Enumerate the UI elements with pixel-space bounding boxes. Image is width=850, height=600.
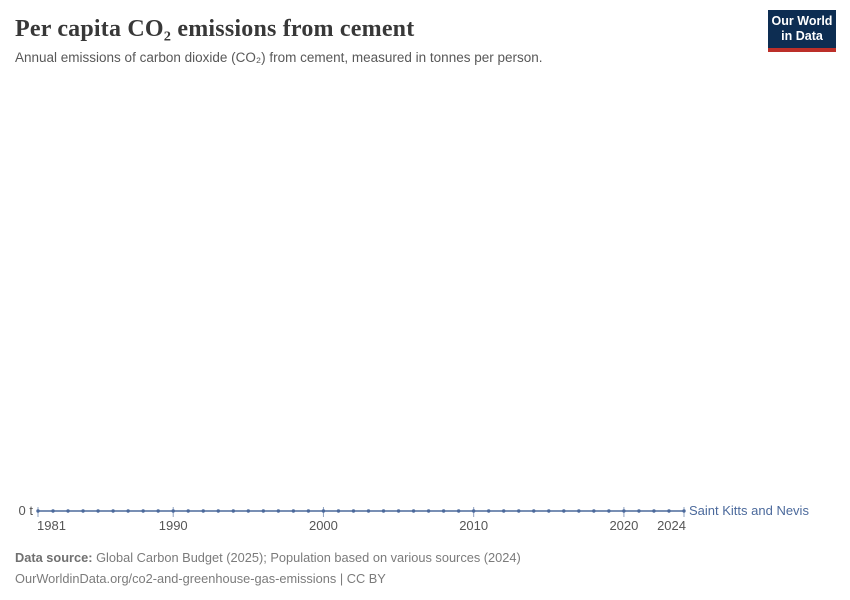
- data-source-label: Data source:: [15, 550, 93, 565]
- data-point: [141, 509, 145, 513]
- data-point: [96, 509, 100, 513]
- data-source-text: Global Carbon Budget (2025); Population …: [92, 550, 521, 565]
- data-point: [667, 509, 671, 513]
- data-point: [517, 509, 521, 513]
- data-point: [637, 509, 641, 513]
- data-point: [81, 509, 85, 513]
- data-point: [231, 509, 236, 513]
- data-point: [111, 509, 115, 513]
- data-point: [216, 509, 220, 513]
- data-point: [306, 509, 311, 513]
- data-point: [366, 509, 371, 513]
- emissions-line-chart: 1981 1990 2000 2010 2020 2024 0 t Saint Kitts a…: [19, 503, 810, 533]
- data-point: [276, 509, 281, 513]
- data-point: [471, 509, 476, 513]
- chart-header: Per capita CO₂ emissions from cement Ann…: [15, 14, 760, 66]
- data-point: [547, 509, 551, 513]
- data-point: [592, 509, 596, 513]
- data-point: [246, 509, 251, 513]
- data-point: [411, 509, 416, 513]
- data-point: [622, 509, 626, 513]
- data-point: [486, 509, 491, 513]
- data-point: [607, 509, 611, 513]
- data-point: [426, 509, 431, 513]
- x-axis-tick-label: 1990: [159, 518, 188, 533]
- x-axis-tick-label: 2024: [657, 518, 686, 533]
- data-point: [36, 509, 40, 513]
- data-point: [156, 509, 160, 513]
- data-point: [682, 509, 686, 513]
- data-point: [502, 509, 506, 513]
- data-point: [396, 509, 401, 513]
- data-point: [441, 509, 446, 513]
- x-axis-tick-label: 2020: [609, 518, 638, 533]
- data-source-line: Data source: Global Carbon Budget (2025)…: [15, 547, 835, 568]
- owid-logo-line1: Our World: [771, 14, 833, 28]
- license-label: CC BY: [346, 571, 386, 586]
- data-point: [456, 509, 461, 513]
- data-point: [186, 509, 190, 513]
- data-point: [291, 509, 296, 513]
- license-separator: |: [336, 571, 347, 586]
- data-point: [381, 509, 386, 513]
- license-line: OurWorldinData.org/co2-and-greenhouse-ga…: [15, 568, 835, 589]
- data-point: [171, 509, 175, 513]
- owid-url: OurWorldinData.org/co2-and-greenhouse-ga…: [15, 571, 337, 586]
- data-point: [126, 509, 130, 513]
- data-point: [351, 509, 356, 513]
- data-point: [51, 509, 55, 513]
- x-axis-tick-label: 1981: [37, 518, 66, 533]
- chart-footer: Data source: Global Carbon Budget (2025)…: [15, 547, 835, 589]
- data-point: [261, 509, 266, 513]
- chart-subtitle: Annual emissions of carbon dioxide (CO₂)…: [15, 50, 543, 65]
- x-axis-tick-label: 2000: [309, 518, 338, 533]
- data-point: [652, 509, 656, 513]
- data-point: [66, 509, 70, 513]
- chart-plot-area: [0, 80, 850, 488]
- chart-title: Per capita CO₂ emissions from cement: [15, 16, 415, 42]
- owid-logo: Our World in Data: [768, 10, 836, 52]
- owid-logo-line2: in Data: [781, 29, 823, 43]
- data-point: [532, 509, 536, 513]
- data-point: [201, 509, 205, 513]
- data-point: [577, 509, 581, 513]
- data-point: [562, 509, 566, 513]
- data-point: [321, 509, 326, 513]
- x-axis-tick-label: 2010: [459, 518, 488, 533]
- y-axis-zero-label: 0 t: [19, 503, 34, 518]
- data-point: [336, 509, 341, 513]
- entity-label: Saint Kitts and Nevis: [689, 503, 809, 518]
